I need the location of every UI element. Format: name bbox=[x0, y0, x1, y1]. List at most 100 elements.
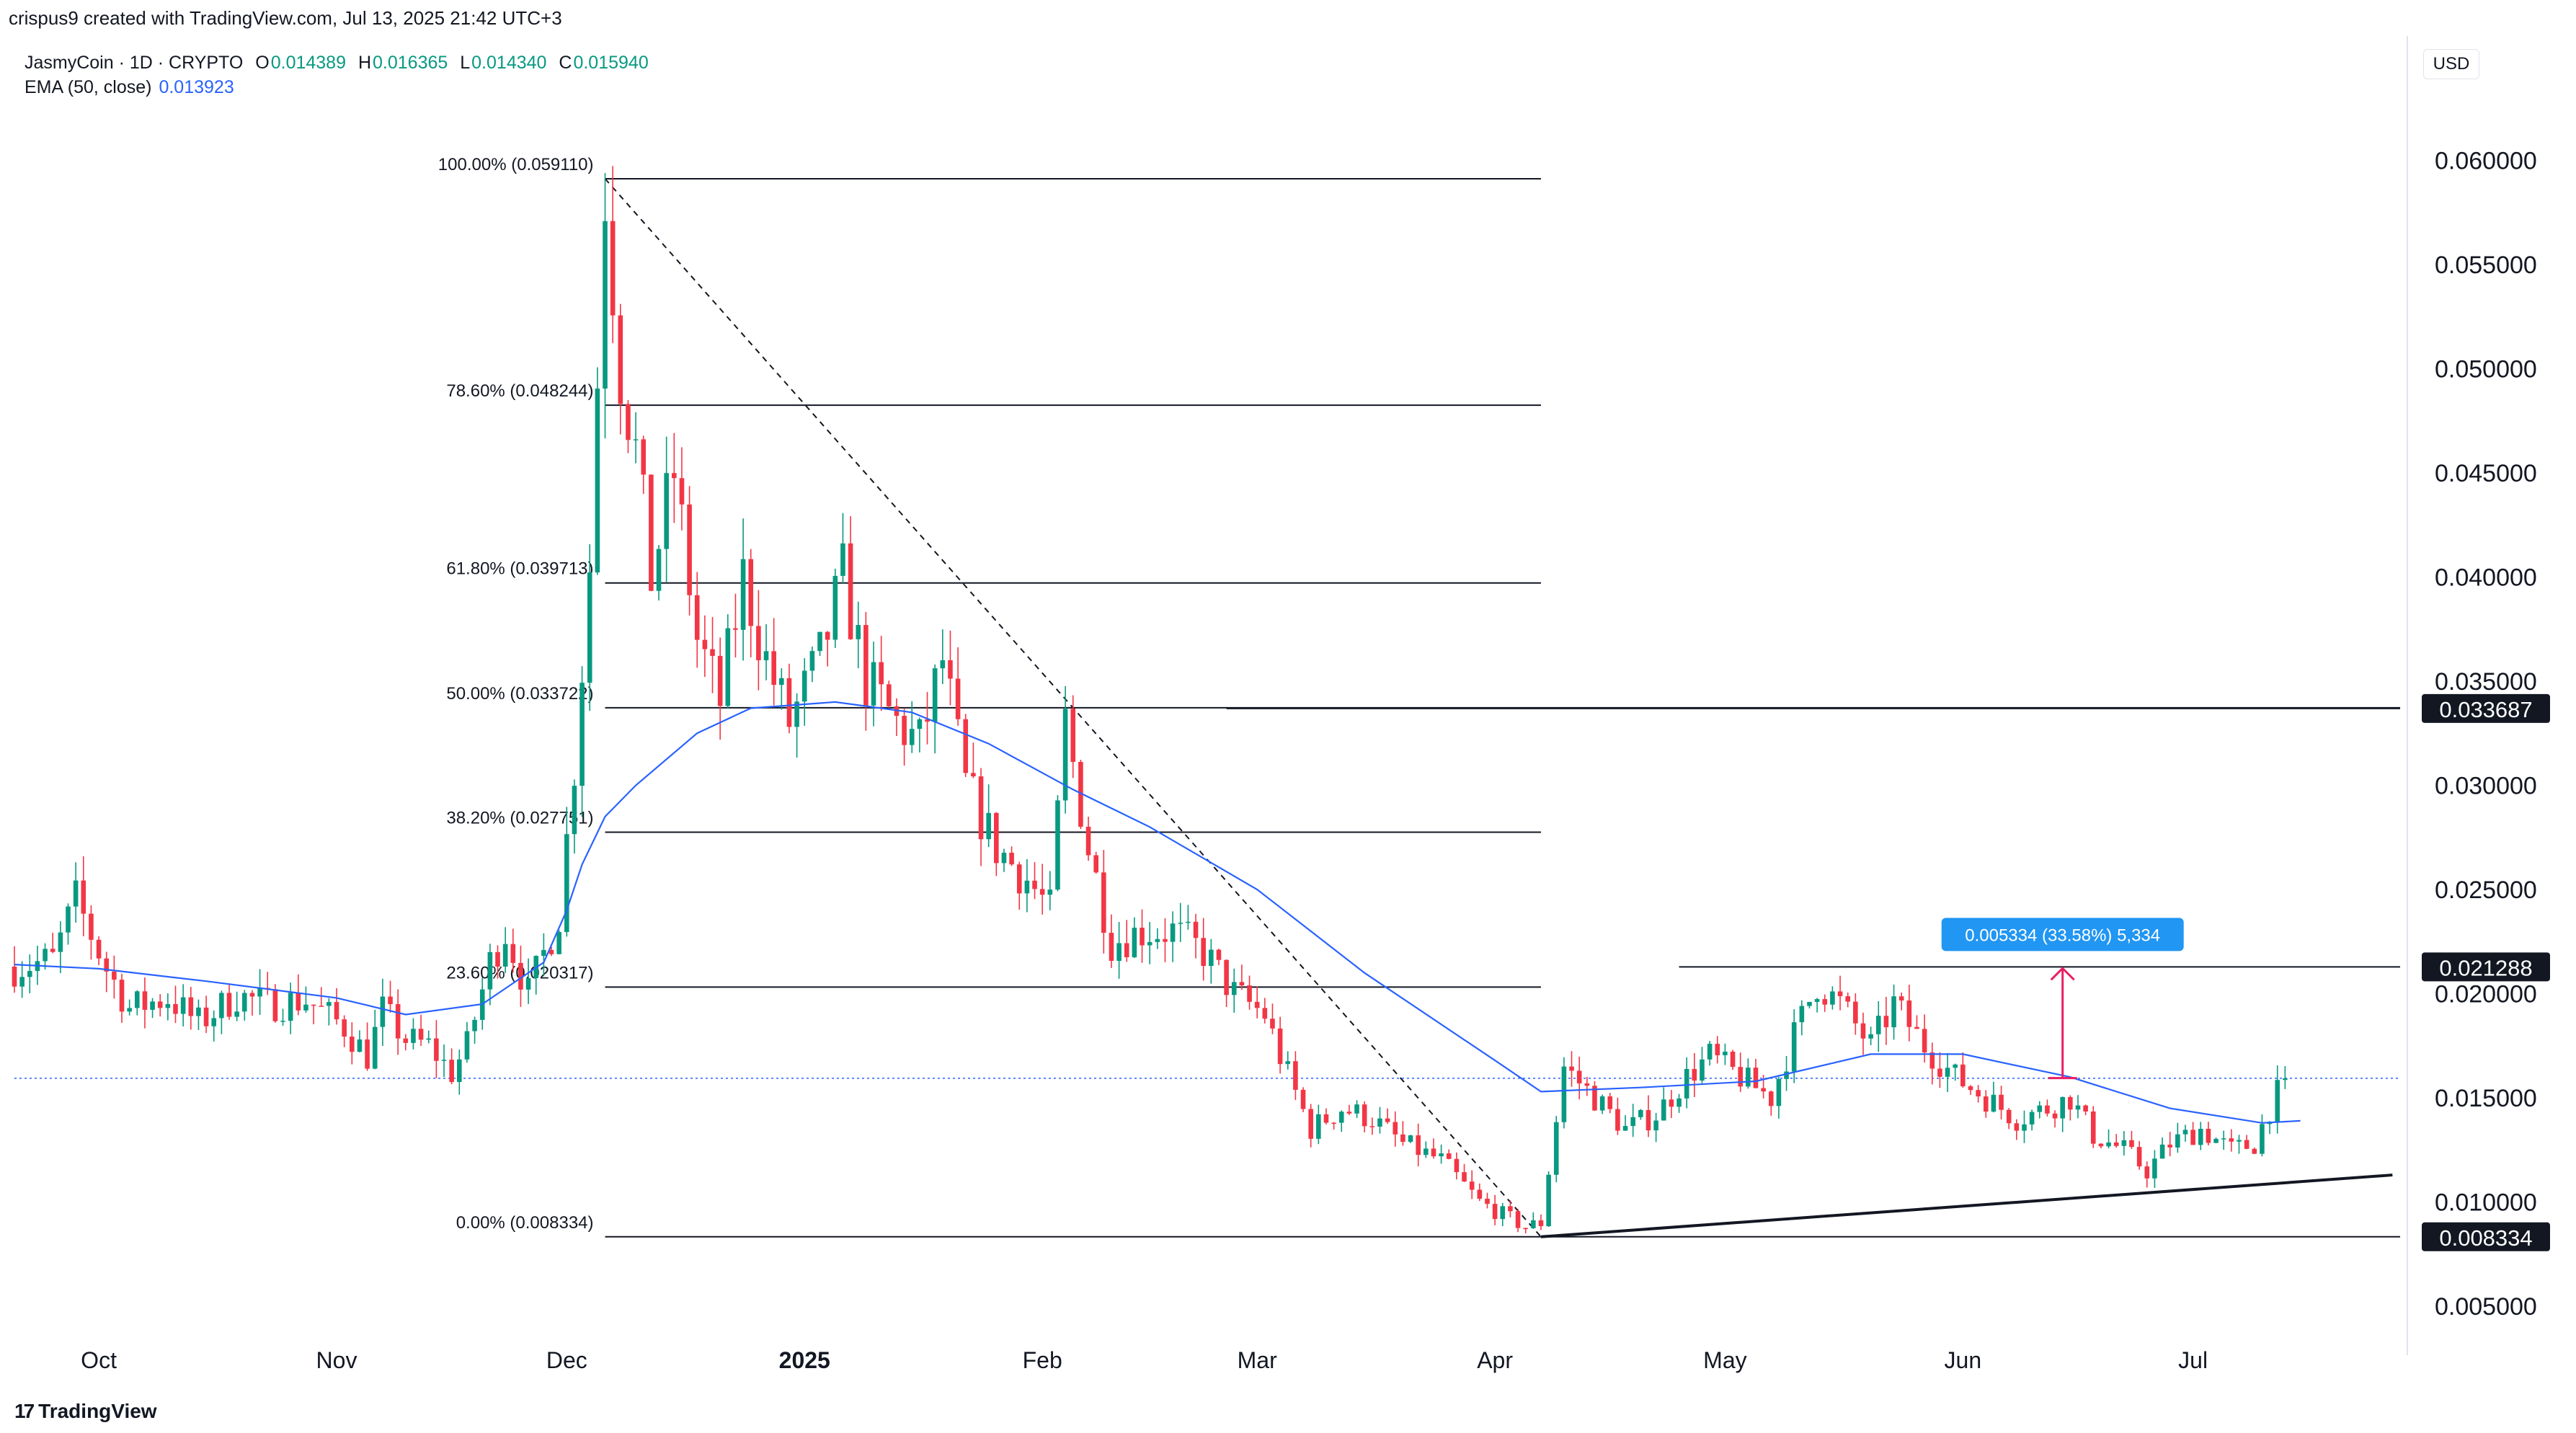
candle-up bbox=[2175, 1134, 2180, 1148]
candle-down bbox=[1140, 927, 1145, 946]
candle-down bbox=[1124, 943, 1129, 957]
candle-down bbox=[771, 651, 776, 686]
candle-up bbox=[1622, 1126, 1628, 1131]
candle-up bbox=[932, 668, 938, 722]
y-tick-label: 0.045000 bbox=[2435, 460, 2537, 487]
candle-down bbox=[1508, 1206, 1513, 1212]
candle-up bbox=[1868, 1034, 1873, 1039]
candle-down bbox=[679, 478, 685, 505]
candle-up bbox=[1316, 1114, 1321, 1139]
candle-down bbox=[702, 639, 708, 649]
y-tick-label: 0.025000 bbox=[2435, 877, 2537, 904]
price-badge bbox=[2422, 693, 2550, 723]
candle-down bbox=[1883, 1016, 1889, 1028]
candle-down bbox=[1078, 761, 1083, 827]
symbol-name[interactable]: JasmyCoin · 1D · CRYPTO bbox=[25, 53, 244, 73]
candle-down bbox=[2006, 1109, 2012, 1124]
candle-up bbox=[456, 1059, 462, 1083]
candle-up bbox=[1024, 880, 1030, 894]
candle-up bbox=[73, 880, 79, 907]
candle-down bbox=[1592, 1086, 1597, 1111]
candle-up bbox=[2029, 1112, 2035, 1124]
price-badge-label: 0.021288 bbox=[2439, 955, 2532, 980]
candle-down bbox=[1454, 1158, 1460, 1173]
candle-down bbox=[971, 773, 976, 777]
measure-label-box bbox=[1941, 918, 2184, 951]
candle-up bbox=[288, 993, 293, 1021]
y-tick-label: 0.020000 bbox=[2435, 981, 2537, 1008]
candle-up bbox=[1746, 1068, 1751, 1087]
candle-down bbox=[1730, 1051, 1736, 1068]
candle-down bbox=[548, 949, 554, 954]
candle-up bbox=[633, 439, 639, 440]
candle-up bbox=[832, 575, 838, 640]
candle-up bbox=[2037, 1105, 2043, 1112]
fib-level-label: 100.00% (0.059110) bbox=[438, 155, 594, 174]
candle-down bbox=[1929, 1052, 1935, 1069]
candle-up bbox=[725, 628, 731, 706]
candle-down bbox=[1983, 1096, 1989, 1112]
ema-label[interactable]: EMA (50, close) bbox=[25, 77, 152, 97]
price-badge-label: 0.008334 bbox=[2439, 1225, 2532, 1251]
candle-down bbox=[717, 655, 723, 706]
candle-up bbox=[856, 625, 861, 639]
candle-up bbox=[66, 906, 71, 933]
candle-down bbox=[1569, 1066, 1574, 1071]
candle-up bbox=[464, 1031, 470, 1060]
currency-button[interactable]: USD bbox=[2423, 49, 2479, 79]
fib-level-label: 38.20% (0.027751) bbox=[446, 809, 593, 828]
x-tick-label: 2025 bbox=[779, 1347, 830, 1373]
candle-down bbox=[1914, 1026, 1919, 1029]
candle-down bbox=[1515, 1211, 1521, 1228]
candle-up bbox=[1546, 1174, 1551, 1227]
candle-up bbox=[1561, 1066, 1567, 1122]
candle-up bbox=[1377, 1118, 1382, 1127]
candle-up bbox=[1408, 1135, 1413, 1143]
candle-down bbox=[2052, 1113, 2058, 1119]
ohlc-high: 0.016365 bbox=[373, 53, 448, 73]
candle-down bbox=[1362, 1104, 1367, 1127]
candle-down bbox=[710, 649, 715, 656]
candle-down bbox=[786, 678, 792, 727]
candle-down bbox=[2113, 1142, 2119, 1146]
candle-up bbox=[1807, 1001, 1812, 1006]
candle-up bbox=[1953, 1064, 1958, 1068]
candle-down bbox=[296, 993, 301, 1011]
candle-up bbox=[2075, 1105, 2081, 1110]
candle-up bbox=[1116, 943, 1122, 961]
price-axis: 0.060000 0.055000 0.050000 0.045000 0.040000… bbox=[2435, 147, 2537, 1321]
candle-down bbox=[1523, 1228, 1528, 1230]
candle-up bbox=[1784, 1071, 1789, 1079]
candle-down bbox=[1753, 1068, 1759, 1088]
candle-down bbox=[395, 1004, 401, 1039]
candle-up bbox=[241, 993, 247, 1012]
candle-up bbox=[1155, 939, 1160, 942]
x-tick-label: Oct bbox=[81, 1347, 117, 1373]
candle-up bbox=[127, 1008, 132, 1012]
candle-down bbox=[1446, 1153, 1452, 1159]
y-tick-label: 0.055000 bbox=[2435, 252, 2537, 279]
candle-down bbox=[1469, 1181, 1475, 1190]
price-range-measure: 0.005334 (33.58%) 5,334 bbox=[1941, 918, 2184, 1080]
fib-level-label: 50.00% (0.033722) bbox=[446, 684, 593, 704]
candle-down bbox=[12, 966, 17, 987]
candle-up bbox=[1553, 1122, 1559, 1175]
candle-down bbox=[1346, 1112, 1352, 1114]
candle-down bbox=[1201, 938, 1206, 967]
candle-up bbox=[1439, 1153, 1444, 1157]
ohlc-close: 0.015940 bbox=[573, 53, 649, 73]
candle-up bbox=[1001, 852, 1007, 864]
candle-down bbox=[672, 473, 677, 479]
candle-down bbox=[1937, 1068, 1942, 1077]
candle-up bbox=[2283, 1078, 2288, 1081]
candle-down bbox=[1393, 1122, 1398, 1135]
candle-down bbox=[925, 719, 930, 722]
candle-down bbox=[1416, 1135, 1421, 1155]
candle-down bbox=[1860, 1023, 1866, 1039]
candle-down bbox=[963, 719, 969, 773]
candle-up bbox=[502, 944, 508, 967]
candle-up bbox=[1707, 1044, 1713, 1060]
candle-down bbox=[142, 991, 148, 1010]
candle-up bbox=[579, 683, 585, 786]
